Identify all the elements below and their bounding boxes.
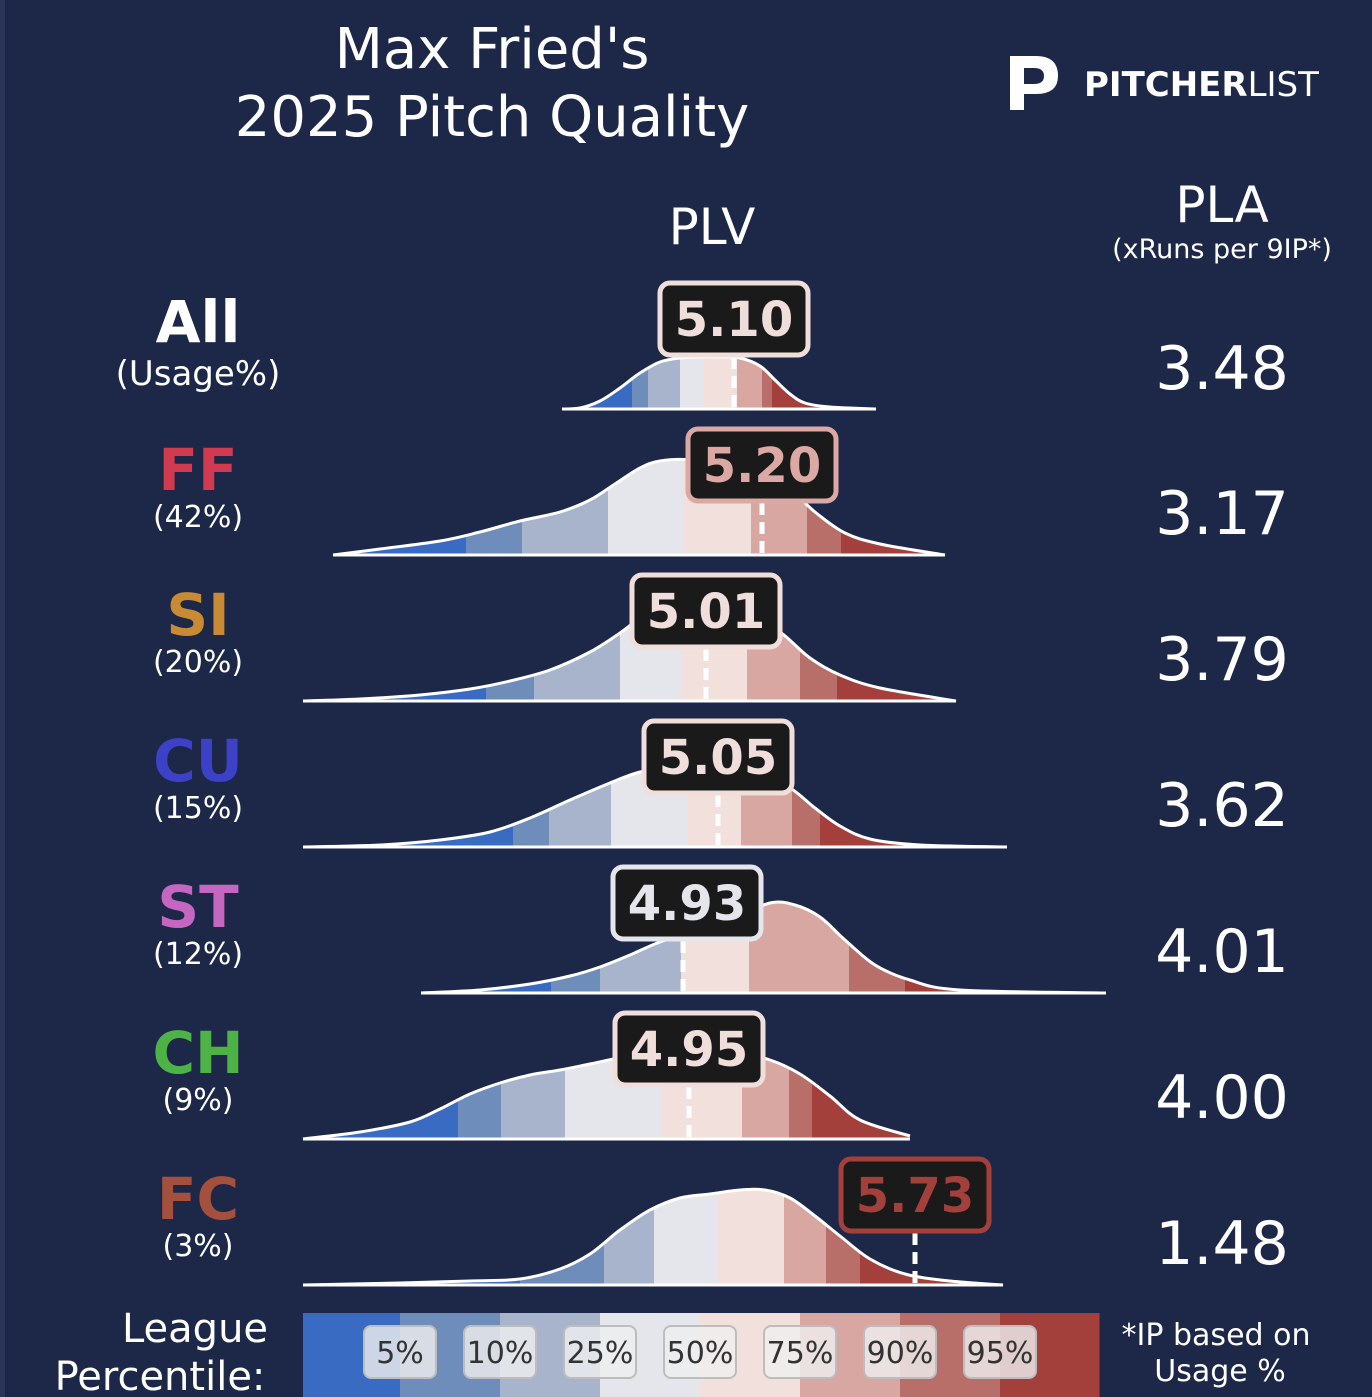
legend-label-line1: League bbox=[122, 1306, 268, 1352]
legend-label-line2: Percentile: bbox=[55, 1354, 266, 1397]
plv-value-label: 4.95 bbox=[612, 1010, 766, 1088]
density-curve bbox=[332, 457, 946, 557]
percentile-color-bar: 5% 10% 25% 50% 75% 90% 95% bbox=[303, 1313, 1100, 1397]
pitch-usage: (20%) bbox=[153, 645, 243, 680]
pitch-name: ST bbox=[157, 873, 239, 941]
pitch-name: CU bbox=[153, 727, 243, 795]
legend-note-line2: Usage % bbox=[1154, 1354, 1286, 1389]
chart-title-line2: 2025 Pitch Quality bbox=[235, 85, 750, 150]
legend-percentile-chip: 10% bbox=[463, 1325, 537, 1379]
density-band bbox=[762, 356, 773, 409]
pitch-name: CH bbox=[152, 1019, 243, 1087]
pla-value: 4.00 bbox=[1155, 1063, 1289, 1133]
plv-value: 5.05 bbox=[659, 730, 777, 786]
plv-value-label: 5.10 bbox=[657, 280, 811, 358]
pitch-name: FC bbox=[157, 1165, 239, 1233]
pitch-name: All bbox=[156, 288, 241, 356]
density-band bbox=[718, 1189, 785, 1285]
plv-value: 5.01 bbox=[647, 584, 765, 640]
pla-value: 3.62 bbox=[1155, 771, 1289, 841]
legend-percentile-label: 25% bbox=[567, 1336, 634, 1371]
legend-percentile-chip: 25% bbox=[563, 1325, 637, 1379]
plv-column-header: PLV bbox=[669, 198, 756, 256]
pitch-usage: (Usage%) bbox=[116, 354, 281, 394]
pitcherlist-logo: PITCHERLIST bbox=[1010, 56, 1319, 110]
legend-percentile-label: 10% bbox=[467, 1336, 534, 1371]
pitch-name: FF bbox=[158, 436, 237, 504]
brand-bold: PITCHER bbox=[1084, 65, 1248, 105]
pla-column-header: PLA bbox=[1175, 176, 1268, 234]
plv-value: 5.10 bbox=[675, 292, 793, 348]
legend-percentile-label: 50% bbox=[667, 1336, 734, 1371]
legend-percentile-label: 75% bbox=[767, 1336, 834, 1371]
legend-percentile-chip: 50% bbox=[663, 1325, 737, 1379]
density-curve bbox=[302, 1187, 1004, 1287]
pitch-usage: (12%) bbox=[153, 937, 243, 972]
density-band bbox=[654, 1189, 719, 1285]
plv-value-label: 5.01 bbox=[629, 572, 783, 650]
plv-value-label: 5.05 bbox=[641, 718, 795, 796]
plv-value: 4.95 bbox=[630, 1022, 748, 1078]
plv-value: 5.73 bbox=[856, 1168, 974, 1224]
plv-value: 5.20 bbox=[703, 438, 821, 494]
pitcherlist-p-icon bbox=[1010, 56, 1058, 110]
legend-percentile-label: 95% bbox=[967, 1336, 1034, 1371]
pitch-name: SI bbox=[166, 581, 229, 649]
chart-title-line1: Max Fried's bbox=[335, 17, 650, 82]
plv-value-label: 5.73 bbox=[838, 1156, 992, 1234]
pitch-usage: (15%) bbox=[153, 791, 243, 826]
pla-value: 3.48 bbox=[1155, 334, 1289, 404]
plv-value: 4.93 bbox=[628, 876, 746, 932]
brand-light: LIST bbox=[1248, 65, 1320, 105]
pitch-row-all: All(Usage%) 5.10 3.48 bbox=[116, 280, 1289, 411]
legend-percentile-label: 90% bbox=[867, 1336, 934, 1371]
pitch-usage: (42%) bbox=[153, 500, 243, 535]
pla-value: 3.79 bbox=[1155, 625, 1289, 695]
legend-note-line1: *IP based on bbox=[1122, 1318, 1311, 1353]
legend-percentile-chip: 95% bbox=[963, 1325, 1037, 1379]
legend-percentile-chip: 75% bbox=[763, 1325, 837, 1379]
pla-value: 4.01 bbox=[1155, 917, 1289, 987]
pla-value: 3.17 bbox=[1155, 479, 1289, 549]
pitch-usage: (9%) bbox=[162, 1083, 233, 1118]
legend-percentile-label: 5% bbox=[376, 1336, 424, 1371]
density-curve bbox=[302, 1050, 911, 1141]
legend-percentile-chip: 5% bbox=[363, 1325, 437, 1379]
pitch-usage: (3%) bbox=[162, 1229, 233, 1264]
svg-text:PITCHERLIST: PITCHERLIST bbox=[1084, 65, 1319, 105]
density-band bbox=[680, 356, 705, 409]
plv-value-label: 5.20 bbox=[685, 426, 839, 504]
plv-value-label: 4.93 bbox=[610, 864, 764, 942]
legend-percentile-chip: 90% bbox=[863, 1325, 937, 1379]
pla-value: 1.48 bbox=[1155, 1209, 1289, 1279]
pla-column-subheader: (xRuns per 9IP*) bbox=[1112, 234, 1332, 265]
